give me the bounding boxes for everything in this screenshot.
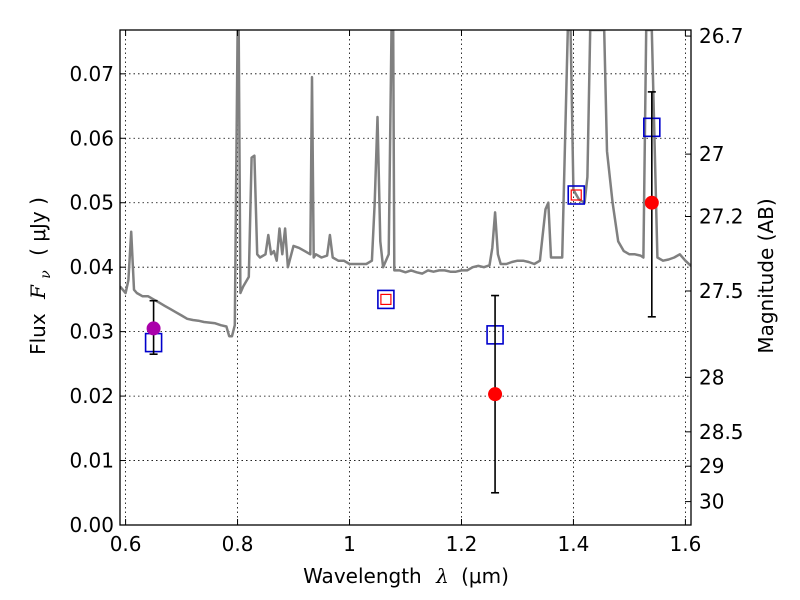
y-tick-label: 0.04 — [69, 255, 114, 279]
y-tick-label: 0.07 — [69, 62, 114, 86]
y-tick-label: 0.03 — [69, 320, 114, 344]
x-axis-symbol: λ — [435, 564, 449, 588]
y-axis-symbol: F — [26, 284, 50, 300]
observed-point — [146, 321, 161, 336]
x-axis-title: Wavelength λ (μm) — [303, 564, 509, 588]
y-tick-label: 0.00 — [69, 513, 114, 537]
y2-axis-title: Magnitude (AB) — [754, 198, 778, 353]
y2-tick-label: 27.5 — [699, 279, 744, 303]
x-tick-label: 1.2 — [446, 532, 478, 556]
y-tick-label: 0.05 — [69, 191, 114, 215]
model-square-marker — [377, 289, 395, 310]
y2-tick-label: 29 — [699, 454, 724, 478]
ticks — [120, 30, 691, 526]
observed-point-small-square — [380, 293, 392, 306]
y-tick-label: 0.02 — [69, 384, 114, 408]
y-axis-unit: ( μJy ) — [26, 197, 50, 256]
model-square-marker — [567, 185, 586, 205]
y2-tick-label: 28.5 — [699, 420, 744, 444]
y2-tick-label: 27 — [699, 142, 724, 166]
observed-point-small-square — [570, 189, 582, 201]
y-axis-title-text: Flux — [26, 313, 50, 355]
plot-frame — [119, 29, 692, 526]
y2-tick-label: 28 — [699, 365, 724, 389]
data-layer — [120, 30, 691, 494]
y2-tick-label: 30 — [699, 490, 724, 514]
x-tick-label: 1.6 — [669, 532, 701, 556]
x-tick-label: 1 — [343, 532, 356, 556]
x-axis-title-text: Wavelength — [303, 564, 422, 588]
y-axis-title: Flux F ν ( μJy ) — [26, 197, 55, 355]
tick-labels: 0.6 0.8 1 1.2 1.4 1.6 0.00 0.01 0.02 0.03 0.04 0.05… — [69, 24, 743, 556]
y-tick-label: 0.01 — [69, 449, 114, 473]
x-tick-label: 0.6 — [110, 532, 142, 556]
x-axis-unit: (μm) — [461, 564, 509, 588]
y2-tick-label: 26.7 — [699, 24, 744, 48]
x-tick-label: 1.4 — [558, 532, 590, 556]
y-tick-label: 0.06 — [69, 126, 114, 150]
y-axis-subscript: ν — [38, 270, 54, 279]
observed-point — [488, 387, 503, 402]
template-spectrum-line — [120, 30, 691, 338]
x-tick-label: 0.8 — [222, 532, 254, 556]
observed-point — [644, 195, 659, 210]
y2-tick-label: 27.2 — [699, 205, 744, 229]
